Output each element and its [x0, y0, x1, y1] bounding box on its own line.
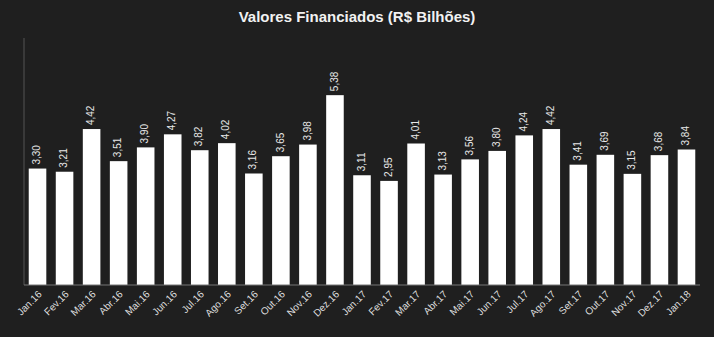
x-tick-label: Dez.17 — [636, 288, 666, 318]
data-label: 3,16 — [247, 150, 258, 170]
x-tick-label: Ago.17 — [527, 288, 557, 318]
data-label: 3,41 — [572, 141, 583, 161]
data-label: 3,56 — [464, 135, 475, 155]
background — [0, 0, 714, 337]
bar — [56, 172, 74, 285]
bar — [272, 156, 290, 285]
bar — [191, 150, 209, 285]
bar — [83, 129, 101, 285]
data-label: 4,42 — [545, 105, 556, 125]
x-tick-label: Mar.17 — [393, 288, 423, 318]
x-tick-label: Fev.16 — [42, 288, 71, 317]
title: Valores Financiados (R$ Bilhões) — [239, 8, 476, 25]
bar — [29, 169, 47, 285]
bar — [137, 147, 155, 285]
bar — [407, 144, 425, 285]
bar — [299, 145, 317, 285]
bar — [488, 151, 506, 285]
x-tick-label: Dez.16 — [311, 288, 341, 318]
x-tick-label: Set.17 — [556, 288, 585, 317]
bar — [110, 161, 128, 285]
data-label: 3,80 — [491, 127, 502, 147]
bar — [380, 181, 398, 285]
data-label: 5,38 — [329, 71, 340, 91]
data-label: 4,02 — [220, 119, 231, 139]
data-label: 4,24 — [518, 111, 529, 131]
x-tick-label: Mai.16 — [123, 288, 152, 317]
data-label: 3,90 — [139, 123, 150, 143]
bar — [326, 95, 344, 285]
data-label: 4,42 — [85, 105, 96, 125]
data-label: 3,68 — [653, 131, 664, 151]
data-label: 2,95 — [383, 157, 394, 177]
bar — [570, 165, 588, 285]
data-label: 3,82 — [193, 126, 204, 146]
x-axis-line — [24, 285, 700, 286]
x-tick-label: Out.17 — [583, 288, 612, 317]
x-tick-label: Jan.17 — [339, 288, 368, 317]
x-tick-label: Abr.17 — [421, 288, 450, 317]
bar — [515, 135, 533, 285]
x-tick-label: Jun.17 — [474, 288, 503, 317]
bar — [678, 150, 696, 285]
x-tick-label: Mai.17 — [447, 288, 476, 317]
x-tick-label: Jun.16 — [150, 288, 179, 317]
data-label: 4,27 — [166, 110, 177, 130]
bar — [434, 175, 452, 285]
data-label: 3,11 — [356, 152, 367, 171]
bar — [245, 173, 263, 285]
x-tick-label: Ago.16 — [203, 288, 233, 318]
data-label: 3,21 — [58, 148, 69, 168]
bar — [651, 155, 669, 285]
x-tick-label: Out.16 — [258, 288, 287, 317]
data-label: 3,98 — [302, 121, 313, 141]
chart-svg: Valores Financiados (R$ Bilhões) 3,30 3,21… — [0, 0, 714, 337]
data-label: 3,84 — [680, 126, 691, 146]
data-label: 3,13 — [437, 151, 448, 171]
data-labels: 3,30 3,21 4,42 3,51 3,90 4,27 3,82 4,02 3,16 3,65… — [31, 71, 691, 177]
data-label: 3,65 — [275, 132, 286, 152]
y-axis-line — [24, 38, 25, 285]
bars — [29, 95, 696, 285]
chart-container: Valores Financiados (R$ Bilhões) 3,30 3,21… — [0, 0, 714, 337]
bar — [218, 143, 236, 285]
bar — [353, 175, 371, 285]
bar — [542, 129, 560, 285]
x-tick-label: Jan.16 — [15, 288, 44, 317]
data-label: 3,69 — [599, 131, 610, 151]
data-label: 3,51 — [112, 137, 123, 157]
x-tick-label: Nov.16 — [285, 288, 315, 318]
x-tick-label: Nov.17 — [609, 288, 639, 318]
data-label: 3,30 — [31, 145, 42, 165]
bar — [597, 155, 615, 285]
x-tick-label: Set.16 — [232, 288, 261, 317]
x-tick-label: Abr.16 — [97, 288, 126, 317]
data-label: 4,01 — [410, 120, 421, 140]
x-tick-label: Fev.17 — [366, 288, 395, 317]
bar — [461, 159, 479, 285]
x-tick-labels: Jan.16Fev.16Mar.16Abr.16Mai.16Jun.16Jul.… — [15, 288, 693, 319]
data-label: 3,15 — [626, 150, 637, 170]
x-tick-label: Jan.18 — [664, 288, 693, 317]
x-tick-label: Mar.16 — [68, 288, 98, 318]
bar — [164, 134, 182, 285]
bar — [624, 174, 642, 285]
